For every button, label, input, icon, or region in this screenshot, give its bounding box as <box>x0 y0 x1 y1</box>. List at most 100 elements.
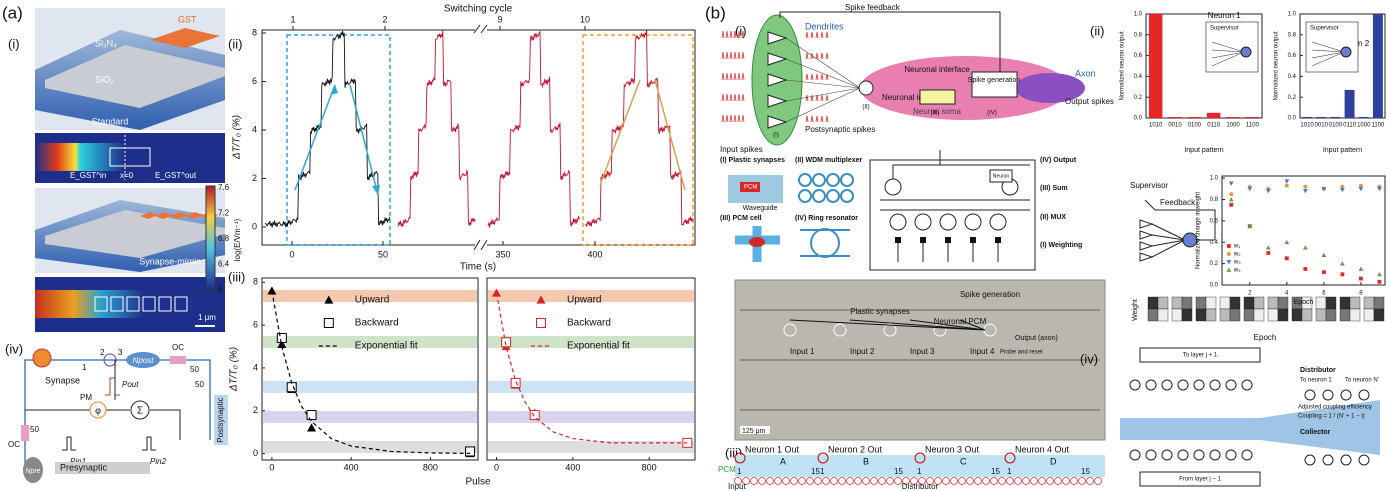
ring <box>1241 449 1253 461</box>
pcm-ring <box>830 477 838 485</box>
spike <box>733 30 737 39</box>
point <box>306 410 317 421</box>
index-label: 15 <box>991 467 1000 476</box>
x-tick-label: 6 <box>1322 291 1326 297</box>
feedback-wire <box>1144 199 1216 241</box>
y-tick-label: 6 <box>252 76 257 86</box>
bar <box>1226 116 1240 118</box>
point <box>501 337 512 348</box>
colorbar-tick: 6 <box>218 285 223 294</box>
point <box>1226 252 1231 256</box>
ring-icon <box>826 189 840 203</box>
field-box <box>174 296 188 312</box>
subpanel-label: (i) <box>735 23 747 38</box>
spike <box>805 52 809 60</box>
spike <box>733 114 737 123</box>
ring <box>1161 379 1173 391</box>
label: To neuron N' <box>1345 378 1379 384</box>
micro-label: Input 4 <box>970 347 995 356</box>
weight-cell <box>1315 308 1327 322</box>
point <box>1266 251 1271 255</box>
ring <box>1145 449 1157 461</box>
y-tick-label: 2 <box>252 173 257 183</box>
stage-label: (IV) <box>987 111 997 117</box>
pcm-ring <box>1078 477 1086 485</box>
neuron-node <box>1240 46 1252 58</box>
output-label: Neuron 1 Out <box>745 444 800 454</box>
micro-label: Input 3 <box>910 347 935 356</box>
ratio-label: 50 <box>190 365 199 374</box>
pcm-ring <box>1038 477 1046 485</box>
subpanel-label: (iii) <box>228 269 245 284</box>
wire <box>785 79 861 89</box>
colorbar-tick: 7.2 <box>218 209 230 218</box>
x-tick-label: 400 <box>565 462 580 472</box>
layer-label: (III) Sum <box>1040 185 1068 192</box>
component-label: OC <box>8 440 20 449</box>
pcm-ring <box>918 477 926 485</box>
bar <box>1168 116 1182 118</box>
index-label: 15 <box>894 467 903 476</box>
output-label: Neuron 2 Out <box>828 444 883 454</box>
spike <box>805 115 809 123</box>
weight-cell <box>1373 308 1385 322</box>
point <box>1321 270 1326 275</box>
inset-label: Supervisor <box>1210 26 1239 32</box>
point <box>1340 272 1345 277</box>
gst-patch <box>140 212 158 219</box>
x-axis-title: Input pattern <box>1184 147 1223 154</box>
spike <box>721 51 725 60</box>
trace <box>487 30 581 228</box>
arrowhead <box>330 85 338 95</box>
ring <box>1145 379 1157 391</box>
component-label: Synapse <box>45 375 80 385</box>
spike <box>815 94 819 102</box>
weight-cell <box>1363 308 1375 322</box>
weight-cell <box>1277 308 1289 322</box>
point <box>1229 192 1234 197</box>
spike <box>825 52 829 60</box>
pulse <box>142 436 156 451</box>
point <box>1284 239 1290 245</box>
spike <box>721 114 725 123</box>
ring <box>1340 454 1352 466</box>
legend-label: w₃ <box>1233 260 1241 266</box>
pcm-ring <box>1046 477 1054 485</box>
spike <box>810 73 814 81</box>
gst-patch <box>155 212 173 219</box>
point <box>323 318 334 328</box>
stage-label: (III) <box>931 111 940 117</box>
wire <box>1311 41 1345 53</box>
weight-cell <box>1267 296 1279 310</box>
wire <box>1311 51 1345 67</box>
spike <box>729 72 733 81</box>
weight-cell <box>1157 308 1169 322</box>
spike <box>810 52 814 60</box>
x-tick-label: 0100 <box>1329 123 1343 129</box>
spike <box>737 51 741 60</box>
pcm-ring <box>1030 477 1038 485</box>
layer-label: (I) Weighting <box>1040 242 1082 249</box>
micro-label: Probe and reset <box>1000 350 1043 356</box>
y-tick-label: 4 <box>252 124 257 134</box>
label: PCM <box>718 465 736 474</box>
label: Distributor <box>902 482 939 491</box>
layer-label: (IV) Output <box>1040 157 1077 164</box>
feedback-wire <box>779 11 1001 78</box>
pcm-ring <box>734 477 742 485</box>
y-axis-title: ΔT/T₀ (%) <box>229 347 240 392</box>
pcm-ring <box>1094 477 1102 485</box>
label: Coupling = 1 / (N' + 1 − i) <box>1298 414 1365 420</box>
y-tick-label: 0 <box>252 221 257 231</box>
weight-cell <box>1253 308 1265 322</box>
index-label: 1 <box>820 467 825 476</box>
label: From layer j − 1 <box>1179 477 1222 483</box>
x-tick-label: 400 <box>344 462 359 472</box>
spike <box>805 73 809 81</box>
pcm-ring <box>902 477 910 485</box>
x-tick-label: 0010 <box>1168 123 1182 129</box>
synapse-weight <box>767 52 788 66</box>
wire <box>785 37 861 89</box>
spike <box>725 72 729 81</box>
